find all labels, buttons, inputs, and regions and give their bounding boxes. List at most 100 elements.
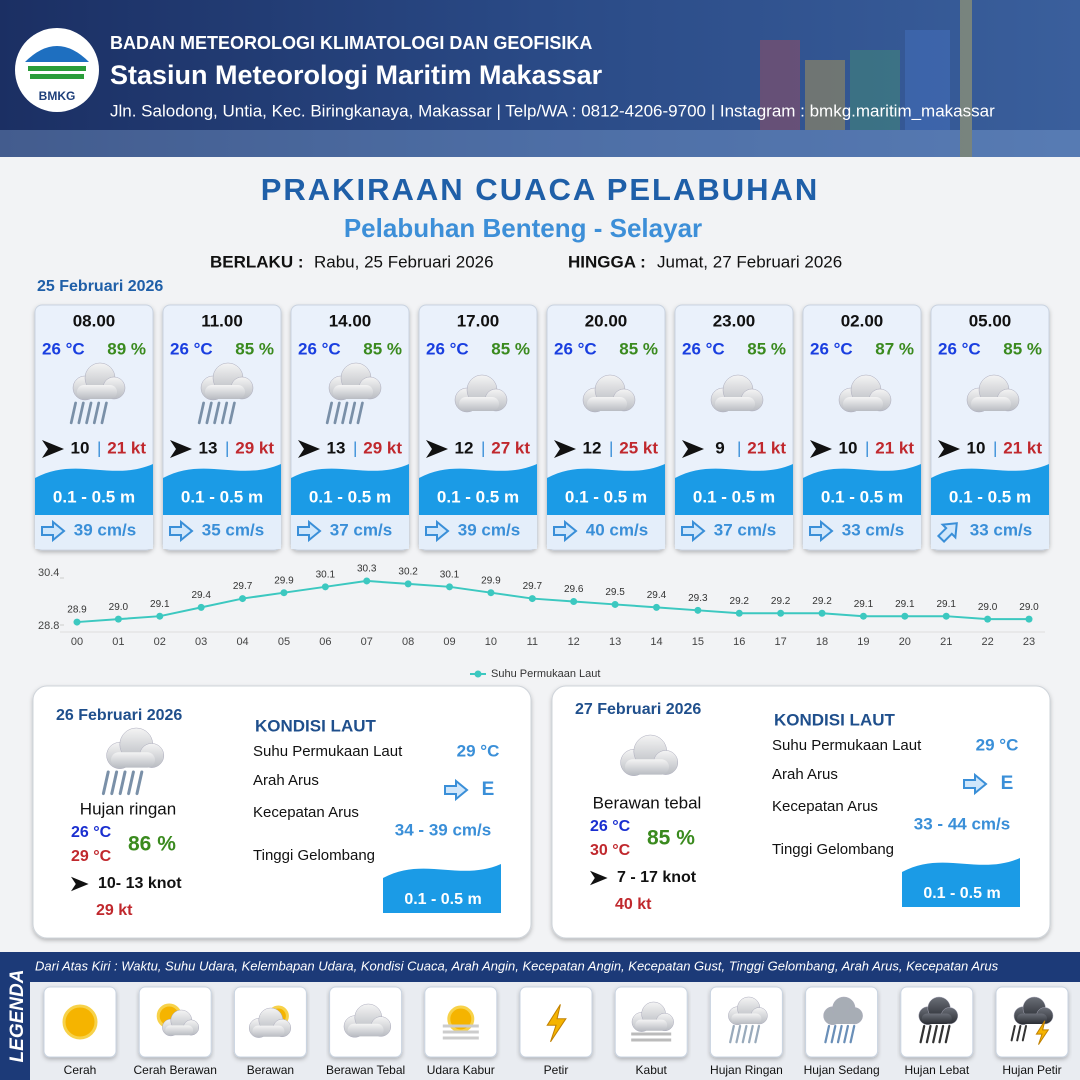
wind-arrow xyxy=(938,440,960,458)
day-condition: Hujan ringan xyxy=(80,799,176,818)
current-arrow xyxy=(553,519,578,543)
rain-drop xyxy=(925,1024,932,1044)
data-label: 30.1 xyxy=(316,569,336,580)
data-label: 29.9 xyxy=(481,575,501,586)
rain-drop xyxy=(197,401,205,425)
forecast-humidity: 85 % xyxy=(619,339,658,358)
current-arrow xyxy=(963,772,988,796)
separator: | xyxy=(609,438,613,457)
forecast-gust: 29 kt xyxy=(235,438,274,457)
forecast-time: 11.00 xyxy=(201,311,243,330)
data-label: 29.4 xyxy=(191,590,211,601)
forecast-humidity: 85 % xyxy=(363,339,402,358)
rain-drop xyxy=(836,1024,843,1044)
forecast-temperature: 26 °C xyxy=(170,339,213,358)
current-arrow xyxy=(809,519,834,543)
address: Jln. Salodong, Untia, Kec. Biringkanaya,… xyxy=(110,101,995,120)
rain-drop xyxy=(824,1024,831,1044)
x-tick-label: 00 xyxy=(71,636,83,648)
forecast-gust: 21 kt xyxy=(747,438,786,457)
sea-wave-label: Tinggi Gelombang xyxy=(772,841,894,858)
rain-drop xyxy=(938,1024,945,1044)
day-humidity: 85 % xyxy=(647,827,695,850)
data-point xyxy=(859,612,867,620)
station: Stasiun Meteorologi Maritim Makassar xyxy=(110,60,603,90)
forecast-wind: 10 xyxy=(967,438,986,457)
wave-bg xyxy=(547,464,665,515)
data-label: 29.0 xyxy=(109,602,129,613)
forecast-time: 23.00 xyxy=(713,311,756,330)
sea-speed-label: Kecepatan Arus xyxy=(253,804,359,821)
separator: | xyxy=(865,438,869,457)
day-date: 27 Februari 2026 xyxy=(575,701,701,718)
data-point xyxy=(984,615,992,623)
data-point xyxy=(363,577,371,585)
legend-item-label: Cerah xyxy=(64,1063,97,1077)
wind-arrow xyxy=(298,440,320,458)
subtitle: Pelabuhan Benteng - Selayar xyxy=(344,213,702,243)
rain-drop xyxy=(205,401,213,425)
data-label: 30.2 xyxy=(398,567,418,578)
rain-drop xyxy=(843,1024,850,1044)
data-point xyxy=(114,615,122,623)
cloud-icon xyxy=(823,996,863,1025)
data-point xyxy=(901,612,909,620)
forecast-wind: 12 xyxy=(455,438,474,457)
data-point xyxy=(73,618,81,626)
forecast-wave: 0.1 - 0.5 m xyxy=(949,487,1031,506)
rain-drop xyxy=(228,401,236,425)
forecast-wave: 0.1 - 0.5 m xyxy=(565,487,647,506)
cloud-icon xyxy=(248,1007,292,1038)
y-tick-label: 30.4 xyxy=(38,567,59,579)
forecast-gust: 27 kt xyxy=(491,438,530,457)
line-series xyxy=(76,579,1029,624)
sea-direction-label: Arah Arus xyxy=(253,772,319,789)
data-label: 29.0 xyxy=(1019,602,1039,613)
cloud-base xyxy=(205,385,245,399)
data-point xyxy=(611,600,619,608)
forecast-gust: 29 kt xyxy=(363,438,402,457)
wind-arrow xyxy=(682,440,704,458)
cloud-base xyxy=(77,385,117,399)
valid-until: Jumat, 27 Februari 2026 xyxy=(657,252,842,271)
forecast-humidity: 87 % xyxy=(875,339,914,358)
forecast-wind: 12 xyxy=(583,438,602,457)
forecast-temperature: 26 °C xyxy=(426,339,469,358)
wind-arrow xyxy=(426,440,448,458)
data-point xyxy=(446,583,454,591)
rain-drop xyxy=(747,1024,754,1044)
data-point xyxy=(487,589,495,597)
legend-item-label: Kabut xyxy=(636,1063,668,1077)
forecast-wind: 13 xyxy=(327,438,346,457)
cloud-base xyxy=(333,385,373,399)
wave-bg xyxy=(931,464,1049,515)
rain-drop xyxy=(348,401,357,425)
x-tick-label: 06 xyxy=(319,636,331,648)
sea-sst-label: Suhu Permukaan Laut xyxy=(772,737,922,754)
legend-item-label: Cerah Berawan xyxy=(134,1063,217,1077)
data-label: 29.2 xyxy=(730,596,750,607)
wave-bg xyxy=(902,858,1020,907)
data-point xyxy=(735,609,743,617)
x-tick-label: 20 xyxy=(899,636,911,648)
wind-arrow xyxy=(590,870,608,886)
valid-from-label: BERLAKU : xyxy=(210,252,304,271)
day-temp-max: 29 °C xyxy=(71,848,112,865)
header-bg xyxy=(0,0,1080,157)
separator: | xyxy=(993,438,997,457)
forecast-temperature: 26 °C xyxy=(938,339,981,358)
wind-arrow xyxy=(42,440,64,458)
bolt-icon xyxy=(546,1004,567,1043)
legend-title: LEGENDA xyxy=(7,970,28,1063)
data-label: 29.1 xyxy=(150,599,170,610)
sea-title: KONDISI LAUT xyxy=(255,716,377,735)
day-temp-max: 30 °C xyxy=(590,842,631,859)
data-point xyxy=(197,603,205,611)
forecast-wave: 0.1 - 0.5 m xyxy=(181,487,263,506)
wave-bg xyxy=(163,464,281,515)
x-tick-label: 02 xyxy=(154,636,166,648)
cloud-icon xyxy=(200,362,254,401)
data-label: 28.9 xyxy=(67,605,87,616)
forecast-gust: 25 kt xyxy=(619,438,658,457)
forecast-wave: 0.1 - 0.5 m xyxy=(821,487,903,506)
